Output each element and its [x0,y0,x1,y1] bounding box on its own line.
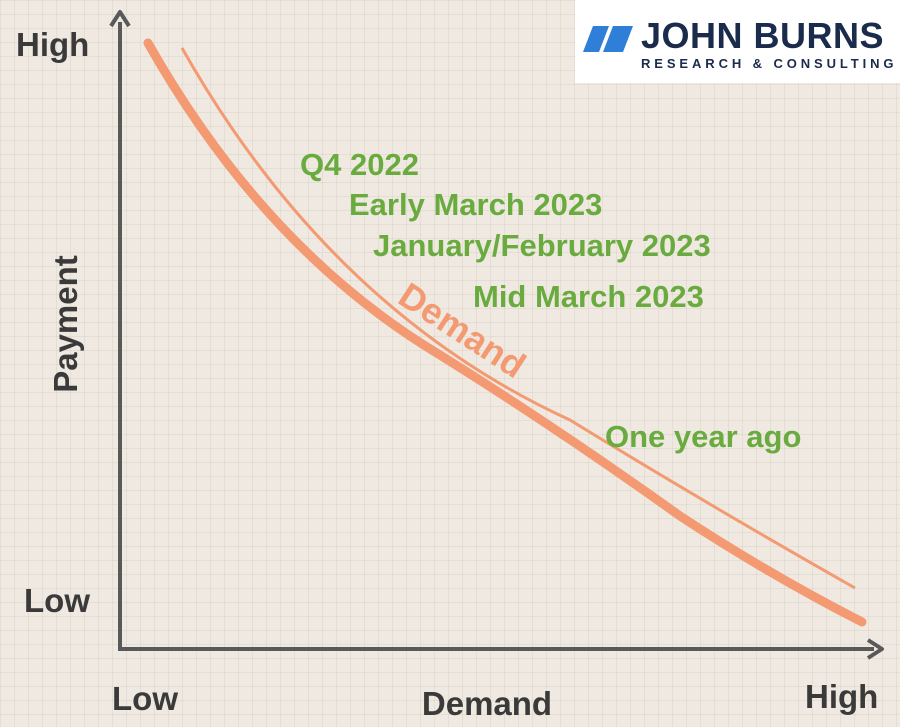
x-axis-title: Demand [422,685,552,722]
x-axis-arrowhead [866,638,884,660]
demand-curve-thin [180,47,856,590]
y-axis-title: Payment [47,255,84,393]
logo-mark-icon [583,26,633,52]
y-axis-arrowhead [109,10,131,28]
label-mid-march-2023: Mid March 2023 [473,279,704,314]
label-one-year-ago: One year ago [605,419,801,454]
label-q4-2022: Q4 2022 [300,147,419,182]
x-low-label: Low [112,680,178,717]
label-january-february-2023: January/February 2023 [373,228,711,263]
logo-mark-right [603,26,633,52]
john-burns-logo: JOHN BURNS RESEARCH & CONSULTING [575,0,900,83]
period-labels: Q4 2022 Early March 2023 January/Februar… [300,147,801,454]
label-early-march-2023: Early March 2023 [349,187,602,222]
y-high-label: High [16,26,89,63]
logo-name: JOHN BURNS [641,15,885,56]
x-high-label: High [805,678,878,715]
logo-tagline: RESEARCH & CONSULTING [641,56,898,71]
demand-curve-thick [143,38,867,627]
axes [109,10,884,660]
logo-mark-left [583,26,609,52]
y-low-label: Low [24,582,90,619]
